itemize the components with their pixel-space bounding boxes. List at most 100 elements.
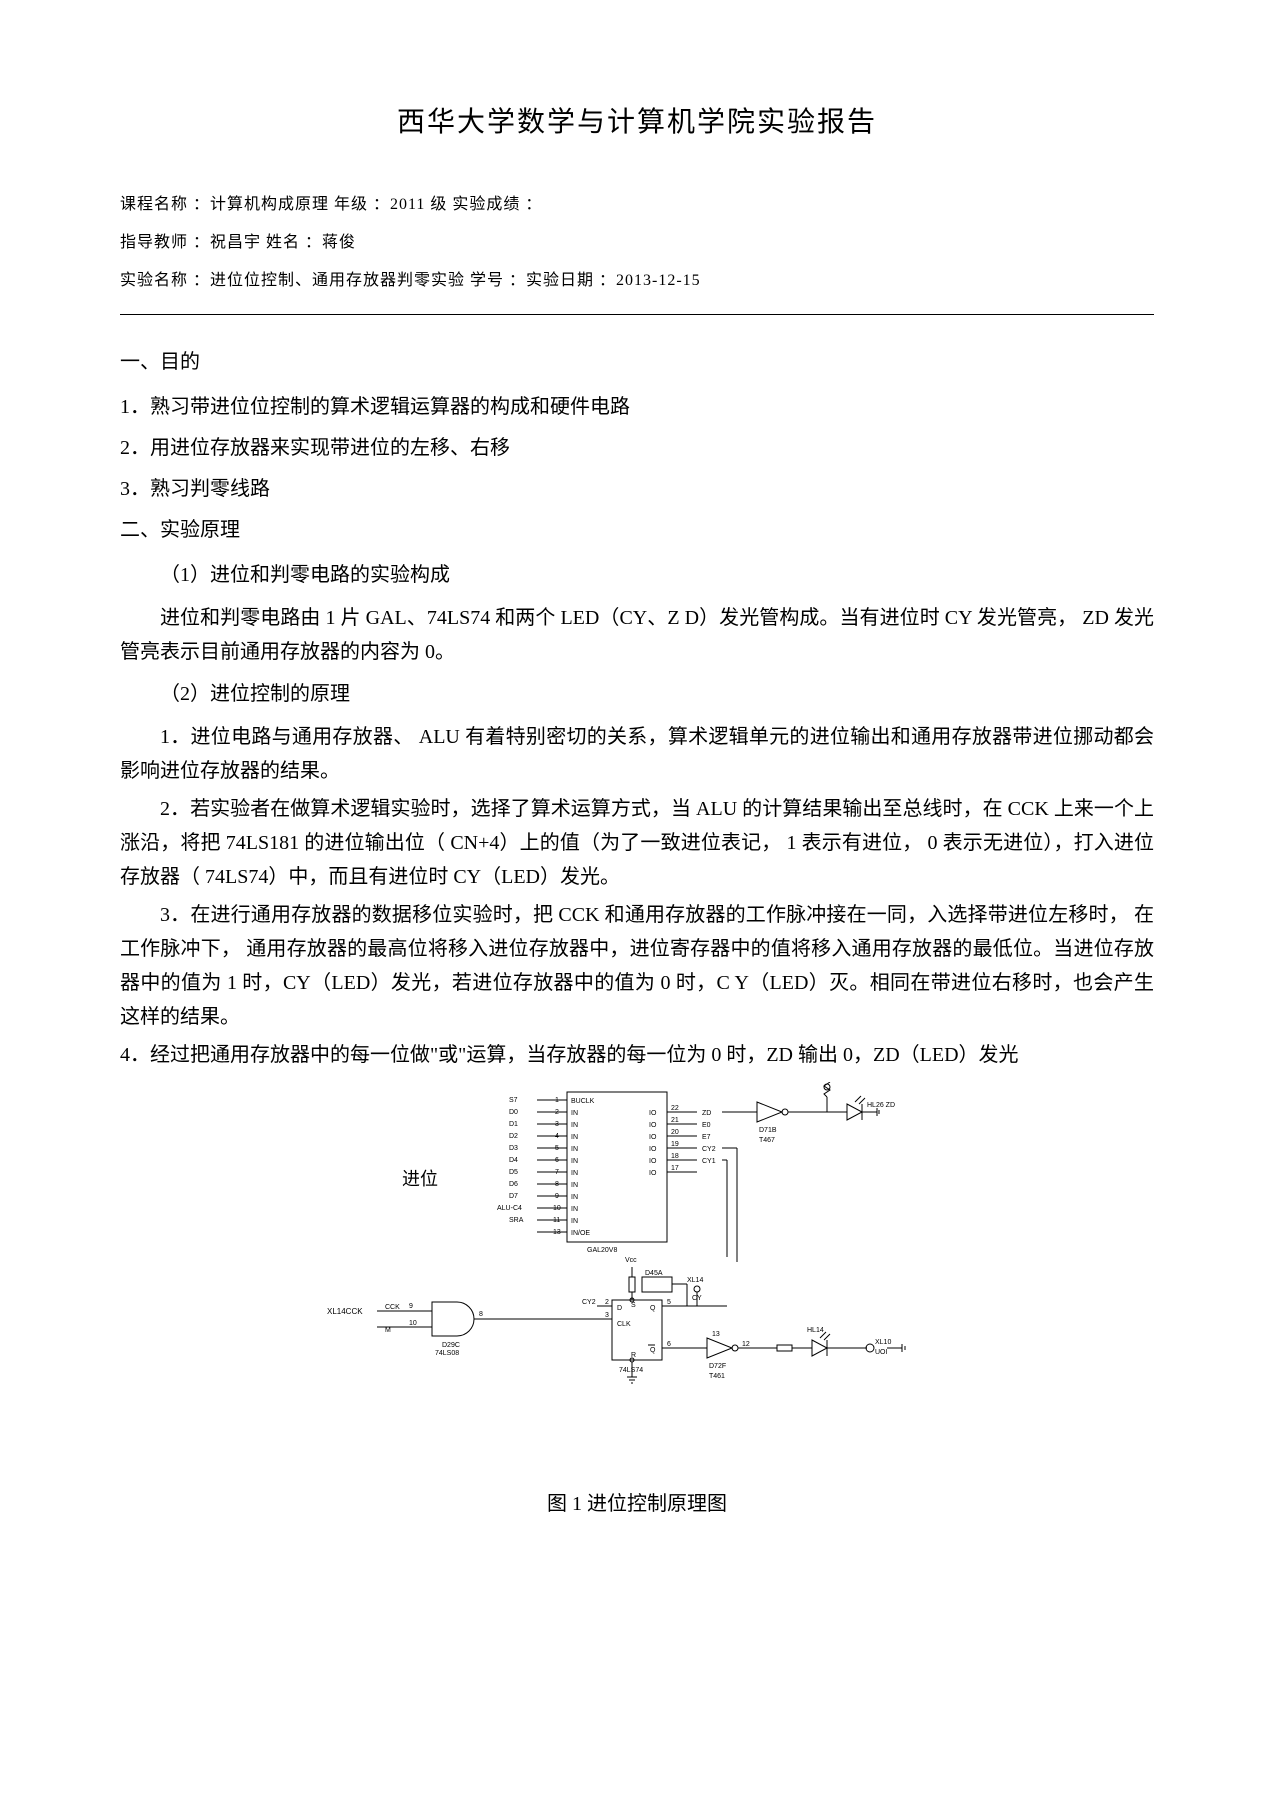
- svg-text:6: 6: [555, 1157, 559, 1164]
- svg-text:BUCLK: BUCLK: [571, 1098, 595, 1105]
- svg-text:IN/OE: IN/OE: [571, 1230, 590, 1237]
- svg-text:IO: IO: [649, 1134, 657, 1141]
- m-label: M: [385, 1327, 391, 1334]
- svg-text:7: 7: [555, 1169, 559, 1176]
- svg-text:IN: IN: [571, 1134, 578, 1141]
- sub2-paragraph-4: 4．经过把通用存放器中的每一位做"或"运算，当存放器的每一位为 0 时，ZD 输…: [120, 1038, 1154, 1072]
- d29c-label: D29C: [442, 1342, 460, 1349]
- svg-text:IN: IN: [571, 1206, 578, 1213]
- svg-text:12: 12: [742, 1341, 750, 1348]
- svg-text:1: 1: [555, 1097, 559, 1104]
- svg-text:IN: IN: [571, 1110, 578, 1117]
- gal-left-input-labels: S7 D0 D1 D2 D3 D4 D5 D6 D7 ALU-C4 SRA: [497, 1097, 524, 1224]
- svg-text:8: 8: [555, 1181, 559, 1188]
- svg-text:Q: Q: [650, 1305, 656, 1312]
- gal-left-pins: BUCLK1 IN2 IN3 IN4 IN5 IN6 IN7 IN8 IN9 I…: [537, 1097, 595, 1237]
- svg-text:CY2: CY2: [702, 1146, 716, 1153]
- svg-text:IO: IO: [649, 1122, 657, 1129]
- sub1-heading: （1）进位和判零电路的实验构成: [120, 558, 1154, 587]
- t461-label: T461: [709, 1373, 725, 1380]
- svg-text:D1: D1: [509, 1121, 518, 1128]
- purpose-item-3: 3．熟习判零线路: [120, 472, 1154, 501]
- divider: [120, 314, 1154, 315]
- svg-text:E0: E0: [702, 1122, 711, 1129]
- svg-text:ZD: ZD: [702, 1110, 711, 1117]
- svg-text:9: 9: [409, 1303, 413, 1310]
- gal-right-pins: IO 22 IO 21 IO 20 IO 19 IO 18 IO 17: [649, 1105, 697, 1177]
- purpose-item-1: 1．熟习带进位位控制的算术逻辑运算器的构成和硬件电路: [120, 390, 1154, 419]
- xl14cck-label: XL14CCK: [327, 1307, 363, 1316]
- svg-text:S: S: [631, 1302, 636, 1309]
- sub2-paragraph-2: 2．若实验者在做算术逻辑实验时，选择了算术运算方式，当 ALU 的计算结果输出至…: [120, 792, 1154, 894]
- gal-label: GAL20V8: [587, 1247, 617, 1254]
- svg-text:D0: D0: [509, 1109, 518, 1116]
- cy2-label: CY2: [582, 1299, 596, 1306]
- svg-text:IO: IO: [649, 1146, 657, 1153]
- hl26-zd-label: HL26 ZD: [867, 1102, 895, 1109]
- svg-text:5: 5: [555, 1145, 559, 1152]
- svg-text:10: 10: [553, 1205, 561, 1212]
- meta-line-1: 课程名称 ：计算机构成原理 年级 ：2011 级 实验成绩 ：: [120, 190, 1154, 214]
- svg-text:E7: E7: [702, 1134, 711, 1141]
- ls74-label: 74LS74: [619, 1367, 643, 1374]
- svg-text:CLK: CLK: [617, 1321, 631, 1328]
- purpose-heading: 一、目的: [120, 345, 1154, 374]
- svg-text:3: 3: [605, 1312, 609, 1319]
- svg-text:13: 13: [553, 1229, 561, 1236]
- svg-text:5: 5: [667, 1299, 671, 1306]
- svg-text:IN: IN: [571, 1194, 578, 1201]
- svg-text:IO: IO: [649, 1110, 657, 1117]
- sub2-paragraph-1: 1．进位电路与通用存放器、 ALU 有着特别密切的关系，算术逻辑单元的进位输出和…: [120, 720, 1154, 788]
- svg-text:ALU-C4: ALU-C4: [497, 1205, 522, 1212]
- svg-text:D: D: [617, 1305, 622, 1312]
- figure-1-container: .ln { stroke: #000; stroke-width: 1; fil…: [120, 1082, 1154, 1427]
- svg-text:D72F: D72F: [709, 1363, 726, 1370]
- circuit-diagram: .ln { stroke: #000; stroke-width: 1; fil…: [327, 1082, 947, 1422]
- meta-line-2: 指导教师 ：祝昌宇 姓名 ：蒋俊: [120, 228, 1154, 252]
- svg-text:IO: IO: [649, 1170, 657, 1177]
- svg-text:9: 9: [555, 1193, 559, 1200]
- svg-text:18: 18: [671, 1153, 679, 1160]
- svg-text:19: 19: [671, 1141, 679, 1148]
- svg-text:8: 8: [479, 1311, 483, 1318]
- d45a-label: D45A: [645, 1270, 663, 1277]
- svg-text:22: 22: [671, 1105, 679, 1112]
- svg-text:XL14: XL14: [687, 1277, 703, 1284]
- svg-text:D5: D5: [509, 1169, 518, 1176]
- svg-text:IO: IO: [649, 1158, 657, 1165]
- svg-text:3: 3: [555, 1121, 559, 1128]
- report-title: 西华大学数学与计算机学院实验报告: [120, 100, 1154, 140]
- svg-text:20: 20: [671, 1129, 679, 1136]
- svg-text:Vcc: Vcc: [625, 1257, 637, 1264]
- svg-text:D4: D4: [509, 1157, 518, 1164]
- svg-text:74LS08: 74LS08: [435, 1350, 459, 1357]
- svg-text:IN: IN: [571, 1170, 578, 1177]
- svg-text:D2: D2: [509, 1133, 518, 1140]
- svg-text:CY1: CY1: [702, 1158, 716, 1165]
- d71b-label: D71B: [759, 1127, 777, 1134]
- t467-label: T467: [759, 1137, 775, 1144]
- svg-text:17: 17: [671, 1165, 679, 1172]
- svg-text:IN: IN: [571, 1182, 578, 1189]
- svg-text:11: 11: [553, 1217, 560, 1224]
- svg-text:IN: IN: [571, 1122, 578, 1129]
- sub1-paragraph-1: 进位和判零电路由 1 片 GAL、74LS74 和两个 LED（CY、Z D）发…: [120, 601, 1154, 669]
- sub2-heading: （2）进位控制的原理: [120, 677, 1154, 706]
- svg-text:S7: S7: [509, 1097, 518, 1104]
- svg-text:4: 4: [555, 1133, 559, 1140]
- svg-text:2: 2: [605, 1299, 609, 1306]
- meta-line-3: 实验名称 ：进位位控制、通用存放器判零实验 学号 ：实验日期 ：2013-12-…: [120, 266, 1154, 290]
- jinwei-label: 进位: [402, 1169, 438, 1189]
- svg-text:IN: IN: [571, 1158, 578, 1165]
- svg-text:D7: D7: [509, 1193, 518, 1200]
- svg-text:IN: IN: [571, 1218, 578, 1225]
- svg-text:13: 13: [712, 1331, 720, 1338]
- svg-text:UOI: UOI: [875, 1349, 888, 1356]
- svg-text:10: 10: [409, 1320, 417, 1327]
- principle-heading: 二、实验原理: [120, 513, 1154, 542]
- xl10-label: XL10: [875, 1339, 891, 1346]
- svg-text:D6: D6: [509, 1181, 518, 1188]
- svg-text:SRA: SRA: [509, 1217, 524, 1224]
- svg-text:IN: IN: [571, 1146, 578, 1153]
- svg-text:21: 21: [671, 1117, 679, 1124]
